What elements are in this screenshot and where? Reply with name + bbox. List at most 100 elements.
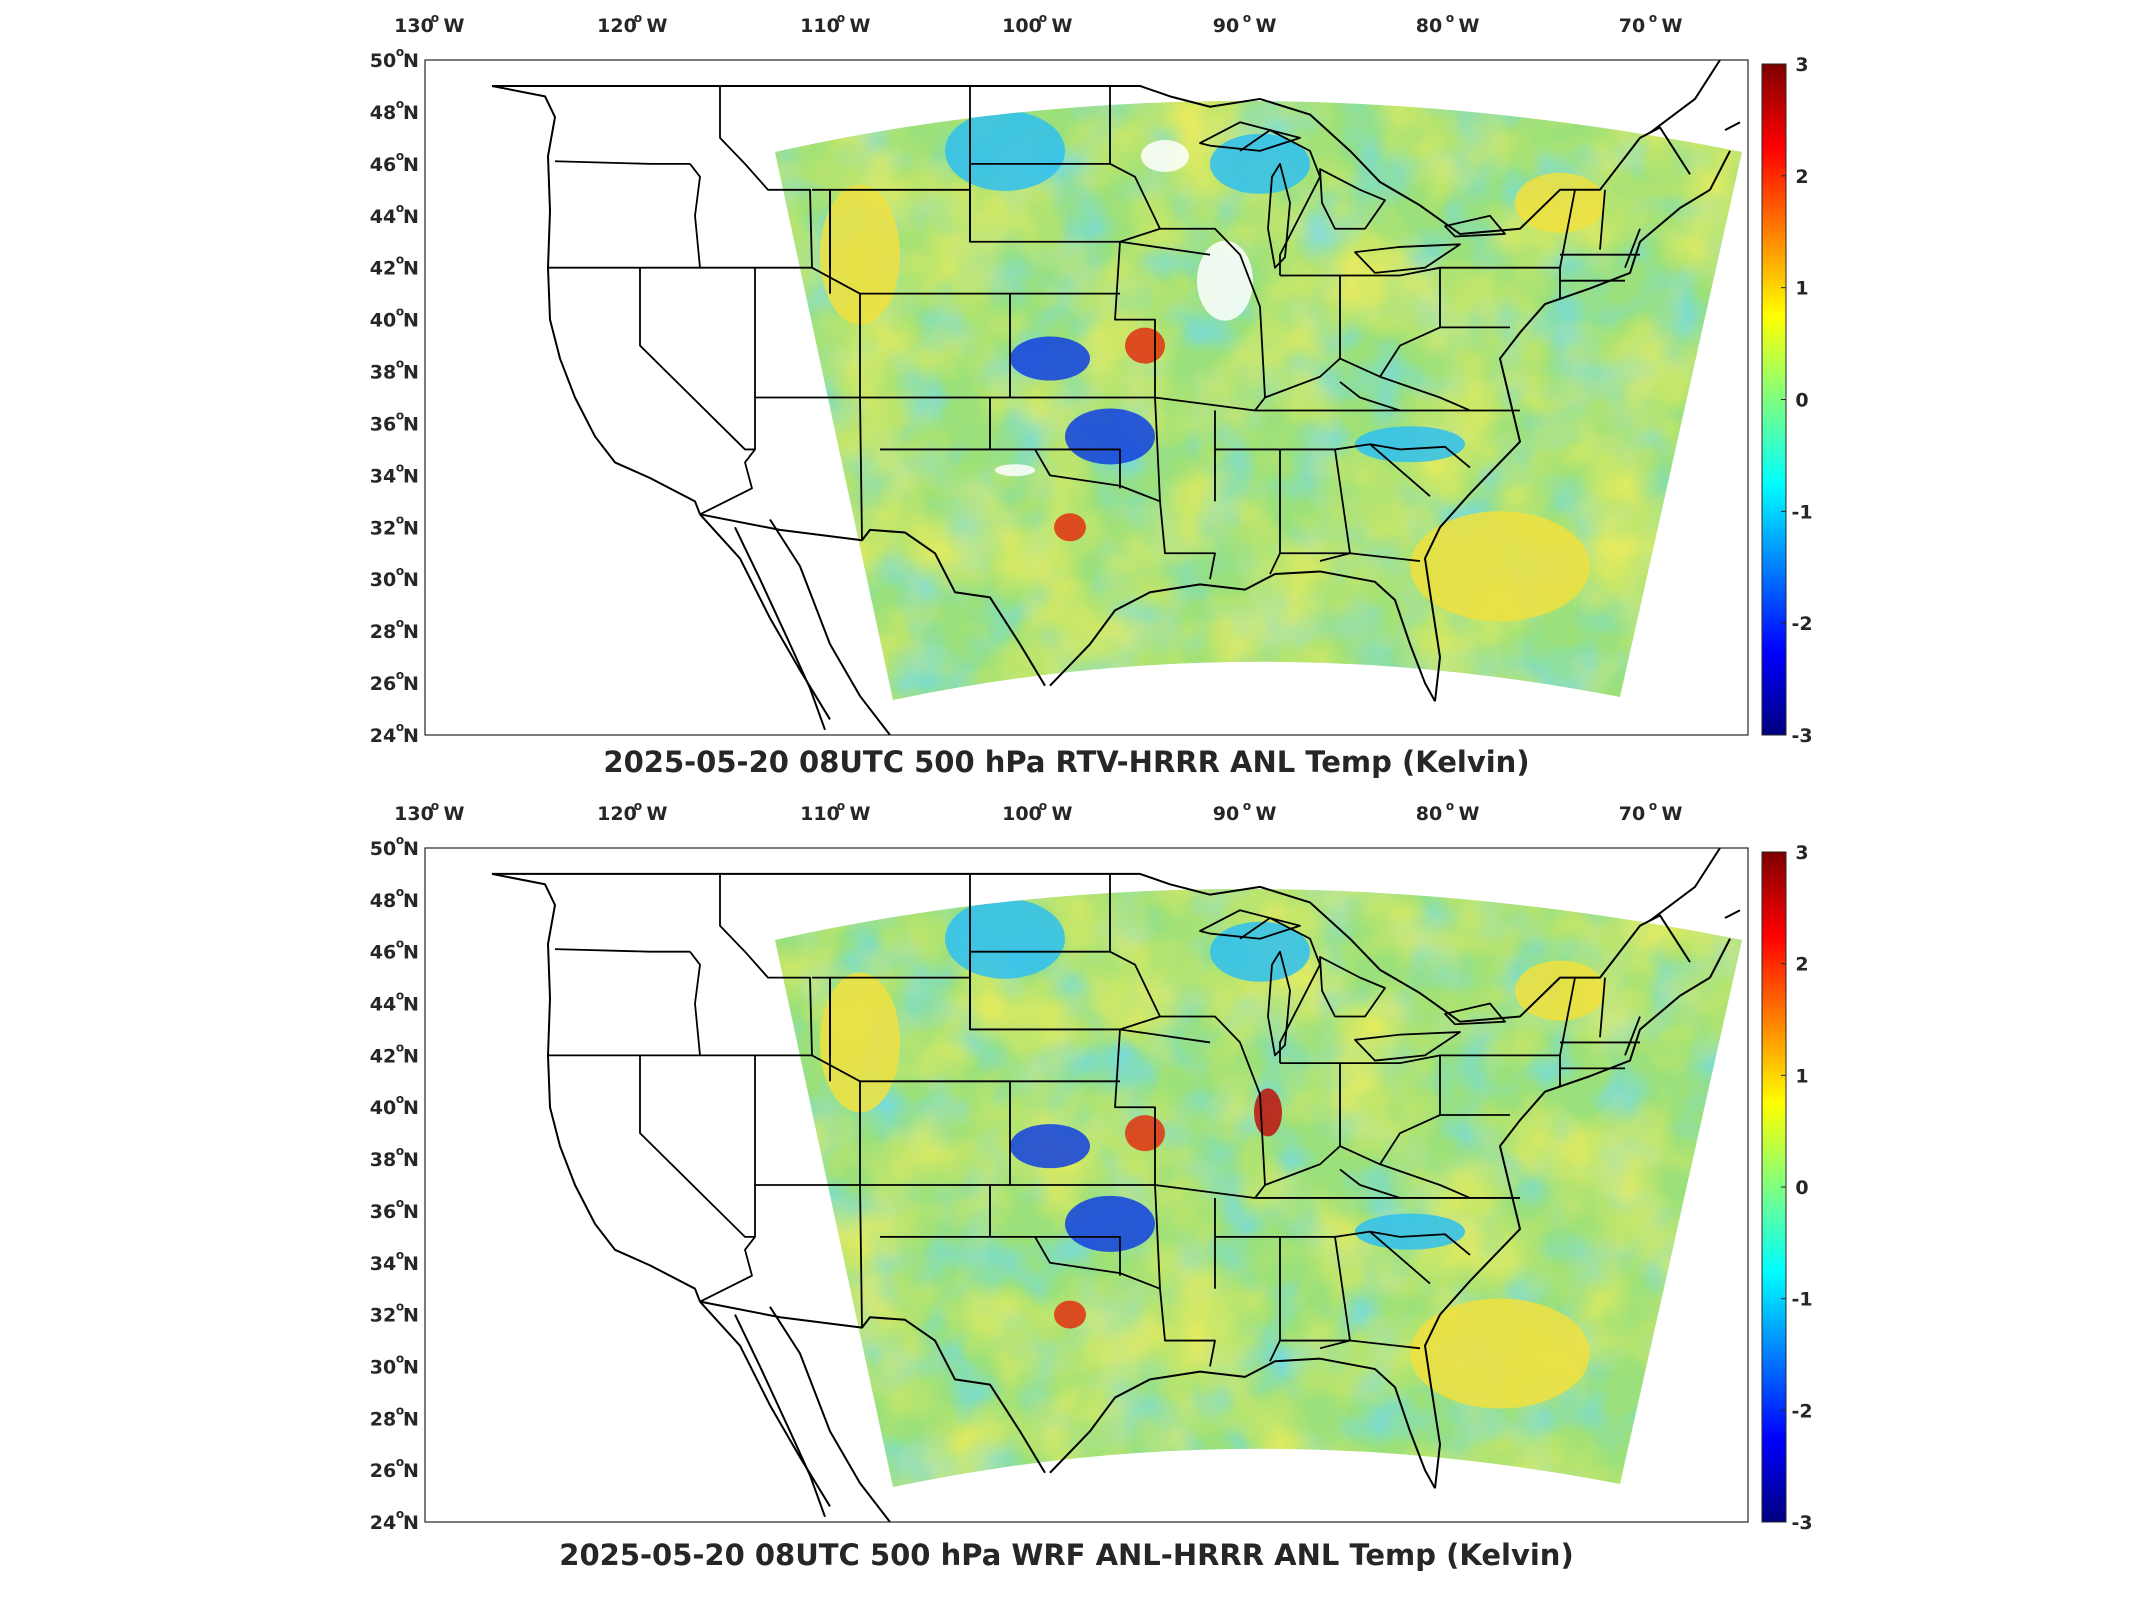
state-border xyxy=(1340,1054,1441,1165)
coastline xyxy=(1049,1357,1436,1489)
great-lake xyxy=(1354,243,1461,274)
coastline xyxy=(734,526,826,731)
svg-text:W: W xyxy=(1459,15,1480,37)
svg-text:o: o xyxy=(396,305,404,319)
svg-text:N: N xyxy=(403,1460,419,1482)
us-boundary-lines xyxy=(491,60,1741,735)
svg-text:N: N xyxy=(403,673,419,695)
great-lake xyxy=(1267,950,1291,1057)
svg-text:46: 46 xyxy=(370,154,396,176)
latitude-tick-label: 48 oN xyxy=(370,97,419,124)
state-border xyxy=(811,266,863,541)
latitude-tick-label: 44 oN xyxy=(370,989,419,1016)
svg-text:W: W xyxy=(1662,803,1683,825)
map-axes-frame xyxy=(424,847,1749,1523)
map-axes-frame xyxy=(424,59,1749,736)
state-border xyxy=(1339,1145,1471,1199)
coastline xyxy=(1424,188,1711,702)
svg-text:80: 80 xyxy=(1416,803,1442,825)
latitude-tick-label: 48 oN xyxy=(370,885,419,912)
longitude-tick-label: 80 o W xyxy=(1416,11,1480,37)
latitude-tick-label: 24 oN xyxy=(370,720,419,747)
state-border xyxy=(1339,1168,1401,1199)
svg-text:o: o xyxy=(1446,11,1454,25)
svg-text:o: o xyxy=(396,833,404,847)
longitude-tick-label: 90 o W xyxy=(1213,799,1277,825)
svg-text:26: 26 xyxy=(370,1460,396,1482)
state-border xyxy=(554,948,690,953)
svg-text:o: o xyxy=(1446,799,1454,813)
colorbar-tick-label: 3 xyxy=(1795,842,1808,864)
great-lake xyxy=(1319,168,1386,230)
coastline xyxy=(1649,60,1741,191)
state-border xyxy=(554,160,690,165)
svg-text:100: 100 xyxy=(1002,15,1042,37)
latitude-tick-label: 26 oN xyxy=(370,668,419,695)
state-border xyxy=(1264,1062,1341,1186)
state-border xyxy=(1154,397,1216,580)
svg-text:o: o xyxy=(837,11,845,25)
state-border xyxy=(1280,1339,1421,1350)
longitude-tick-label: 90 o W xyxy=(1213,11,1277,37)
svg-text:o: o xyxy=(1649,11,1657,25)
anomaly-region xyxy=(1125,1115,1165,1152)
colorbar-tick-label: 2 xyxy=(1795,954,1808,976)
svg-text:N: N xyxy=(403,413,419,435)
state-border xyxy=(1215,1235,1281,1362)
svg-text:o: o xyxy=(396,1403,404,1417)
state-border xyxy=(1599,977,1606,1038)
colorbar-tick-label: 2 xyxy=(1795,166,1808,188)
coastline xyxy=(769,1306,891,1522)
state-border xyxy=(1440,1054,1561,1093)
latitude-tick-label: 40 oN xyxy=(370,305,419,332)
state-border xyxy=(699,267,756,516)
latitude-tick-label: 32 oN xyxy=(370,1300,419,1327)
longitude-tick-label: 80 o W xyxy=(1416,799,1480,825)
svg-text:N: N xyxy=(403,1201,419,1223)
svg-text:N: N xyxy=(403,154,419,176)
svg-text:70: 70 xyxy=(1619,803,1645,825)
svg-text:W: W xyxy=(850,15,871,37)
state-border xyxy=(1440,266,1561,305)
colorbar-tick-label: -3 xyxy=(1791,725,1812,747)
svg-text:N: N xyxy=(403,621,419,643)
svg-text:W: W xyxy=(647,803,668,825)
colorbar-tick-label: -1 xyxy=(1791,1289,1812,1311)
state-border xyxy=(1339,381,1401,412)
anomaly-region xyxy=(1065,408,1155,465)
mexico-border xyxy=(699,1300,1046,1474)
state-border xyxy=(1119,1272,1161,1290)
svg-text:o: o xyxy=(396,1351,404,1365)
latitude-tick-label: 36 oN xyxy=(370,408,419,435)
svg-text:42: 42 xyxy=(370,1045,396,1067)
svg-text:N: N xyxy=(403,258,419,280)
colorbar-tick-label: 3 xyxy=(1795,54,1808,76)
svg-text:o: o xyxy=(396,1092,404,1106)
state-border xyxy=(689,163,701,268)
state-border xyxy=(970,85,1111,165)
svg-text:N: N xyxy=(403,1408,419,1430)
state-border xyxy=(689,951,701,1056)
svg-text:36: 36 xyxy=(370,413,396,435)
svg-text:N: N xyxy=(403,890,419,912)
colorbar-tick-label: 0 xyxy=(1795,390,1808,412)
svg-text:W: W xyxy=(1256,15,1277,37)
anomaly-region xyxy=(945,898,1065,979)
svg-text:34: 34 xyxy=(370,1253,396,1275)
temperature-difference-field xyxy=(775,101,1742,700)
colorbar-tick-label: -2 xyxy=(1791,1400,1812,1422)
state-border xyxy=(989,1185,1121,1275)
anomaly-region xyxy=(1515,960,1605,1021)
anomaly-region xyxy=(1197,240,1253,321)
svg-text:o: o xyxy=(396,149,404,163)
svg-text:N: N xyxy=(403,994,419,1016)
state-border xyxy=(1599,189,1606,250)
svg-text:o: o xyxy=(396,1455,404,1469)
anomaly-region xyxy=(1010,336,1090,381)
svg-text:24: 24 xyxy=(370,725,396,747)
svg-text:o: o xyxy=(396,460,404,474)
svg-text:40: 40 xyxy=(370,1097,396,1119)
svg-text:38: 38 xyxy=(370,1149,396,1171)
longitude-tick-label: 70 o W xyxy=(1619,799,1683,825)
